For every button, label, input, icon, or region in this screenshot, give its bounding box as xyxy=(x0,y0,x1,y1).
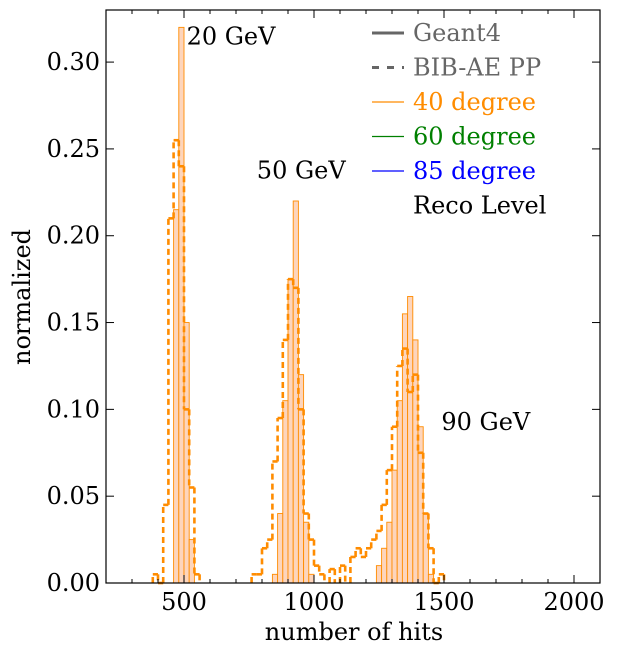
x-axis-label: number of hits xyxy=(265,618,443,646)
geant4-bar xyxy=(407,296,414,584)
x-tick-label: 1000 xyxy=(283,588,344,616)
geant4-bar xyxy=(308,573,315,584)
geant4-bar xyxy=(173,209,180,584)
geant4-bar xyxy=(277,513,284,584)
y-axis-label: normalized xyxy=(8,229,36,365)
y-tick-label: 0.30 xyxy=(47,48,100,76)
x-tick-label: 2000 xyxy=(543,588,604,616)
axis-labels: number of hits normalized xyxy=(8,229,443,646)
y-tick-label: 0.05 xyxy=(47,482,100,510)
legend-label: 85 degree xyxy=(413,157,536,185)
geant4-bar xyxy=(381,547,388,584)
geant4-bar xyxy=(271,573,279,584)
y-tick-label: 0.10 xyxy=(47,395,100,423)
bib-ae-series xyxy=(151,138,446,585)
plot-frame xyxy=(105,9,601,584)
y-tick-label: 0.25 xyxy=(47,135,100,163)
x-tick-label: 500 xyxy=(161,588,207,616)
geant4-bar xyxy=(386,521,393,584)
legend-label: 40 degree xyxy=(413,88,536,116)
geant4-series xyxy=(173,26,435,584)
legend-label: Geant4 xyxy=(413,19,501,47)
geant4-bar xyxy=(396,400,403,584)
energy-annotation: 90 GeV xyxy=(441,408,531,436)
geant4-bar xyxy=(297,374,305,584)
legend: Geant4 BIB-AE PP 40 degree 60 degree 85 degr… xyxy=(372,19,546,220)
axis-ticks: 500 1000 1500 2000 0.00 0.05 0.10 0.15 0.20 0.25 0… xyxy=(47,10,605,616)
y-tick-label: 0.20 xyxy=(47,222,100,250)
legend-label: Reco Level xyxy=(413,192,546,220)
geant4-bar xyxy=(375,565,383,584)
geant4-bar xyxy=(303,521,310,584)
energy-annotations: 20 GeV 50 GeV 90 GeV xyxy=(187,23,531,436)
energy-annotation: 50 GeV xyxy=(257,156,347,184)
geant4-bar xyxy=(391,469,398,584)
geant4-bar xyxy=(282,400,289,584)
y-tick-label: 0.00 xyxy=(47,569,100,597)
geant4-bar xyxy=(178,26,185,584)
legend-label: 60 degree xyxy=(413,123,536,151)
x-tick-label: 1500 xyxy=(413,588,474,616)
energy-annotation: 20 GeV xyxy=(187,23,277,51)
legend-label: BIB-AE PP xyxy=(413,54,541,82)
y-tick-label: 0.15 xyxy=(47,309,100,337)
